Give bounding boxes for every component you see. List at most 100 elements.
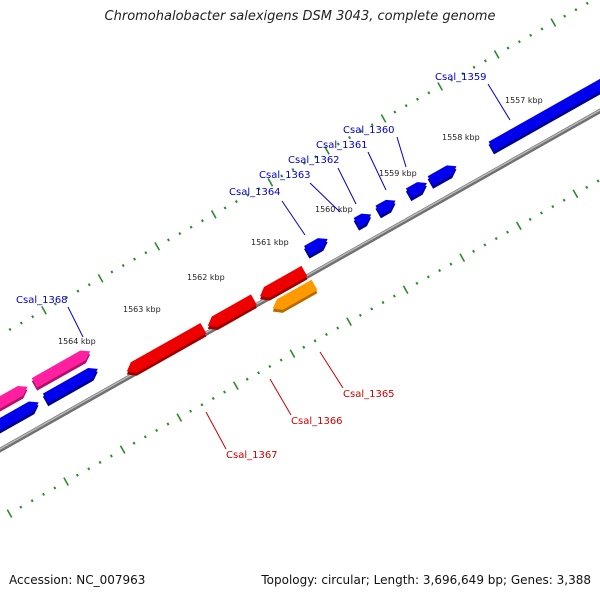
gene-forward-2[interactable]	[42, 368, 98, 407]
outer-track-major-tick	[550, 18, 557, 27]
gene-csal-1361[interactable]	[405, 182, 427, 202]
gene-label-csal-1359[interactable]: Csal_1359	[435, 72, 487, 83]
inner-track-minor-tick	[155, 428, 159, 432]
gene-label-csal-1367-leader	[205, 411, 227, 450]
gene-forward-1-body	[0, 401, 39, 431]
gene-label-csal-1368[interactable]: Csal_1368	[16, 295, 68, 306]
outer-track-minor-tick	[529, 33, 533, 37]
outer-track-minor-tick	[427, 91, 431, 95]
gene-csal-1368[interactable]	[31, 350, 91, 391]
outer-track-minor-tick	[178, 231, 182, 236]
outer-track-minor-tick	[110, 270, 114, 274]
inner-track-minor-tick	[189, 409, 193, 413]
inner-track-minor-tick	[245, 377, 249, 381]
gene-label-csal-1359-leader	[487, 83, 511, 121]
inner-track-major-tick	[402, 285, 409, 295]
gene-csal-1368-a[interactable]	[0, 385, 28, 453]
gene-label-csal-1364[interactable]: Csal_1364	[229, 187, 281, 198]
gene-csal-1364[interactable]	[304, 238, 328, 259]
gene-csal-1366-body	[207, 294, 257, 328]
gene-csal-1367-body	[126, 322, 207, 373]
gene-csal-1362[interactable]	[375, 199, 396, 219]
inner-track-minor-tick	[358, 313, 362, 317]
inner-track-minor-tick	[336, 326, 340, 330]
outer-track-minor-tick	[483, 59, 487, 63]
inner-track-major-tick	[515, 221, 522, 231]
inner-track-major-tick	[6, 509, 13, 518]
outer-track-minor-tick	[359, 129, 363, 133]
outer-tick-track	[0, 1, 589, 337]
inner-track-minor-tick	[562, 198, 566, 202]
kbp-label: 1563 kbp	[123, 305, 161, 314]
inner-track-minor-tick	[143, 435, 147, 439]
gene-red-3-body	[260, 265, 308, 298]
outer-track-minor-tick	[348, 136, 352, 140]
inner-track-major-tick	[63, 477, 70, 486]
inner-track-minor-tick	[539, 211, 543, 215]
gene-label-csal-1363[interactable]: Csal_1363	[259, 170, 311, 181]
kbp-label: 1558 kbp	[442, 133, 480, 142]
inner-track-minor-tick	[302, 345, 306, 349]
inner-track-minor-tick	[19, 505, 23, 509]
inner-track-minor-tick	[75, 473, 79, 477]
gene-csal-1367[interactable]	[126, 322, 207, 376]
gene-label-csal-1368-leader	[67, 306, 84, 338]
gene-forward-1[interactable]	[0, 401, 39, 470]
kbp-label: 1564 kbp	[58, 337, 96, 346]
outer-track-minor-tick	[291, 168, 295, 172]
outer-track-major-tick	[380, 114, 387, 123]
gene-csal-1363[interactable]	[353, 213, 372, 231]
inner-track-major-tick	[346, 317, 352, 326]
outer-track-minor-tick	[53, 302, 57, 306]
outer-track-major-tick	[154, 242, 161, 251]
inner-track-minor-tick	[528, 217, 532, 221]
gene-label-csal-1366[interactable]: Csal_1366	[291, 416, 343, 427]
gene-csal-1366[interactable]	[207, 294, 257, 331]
gene-csal-1359[interactable]	[488, 67, 600, 155]
inner-track-minor-tick	[483, 243, 487, 247]
inner-track-major-tick	[572, 189, 579, 199]
inner-track-minor-tick	[223, 390, 227, 394]
gene-label-csal-1365[interactable]: Csal_1365	[343, 389, 395, 400]
outer-track-major-tick	[493, 50, 500, 59]
inner-track-minor-tick	[449, 262, 453, 266]
gene-forward-2-body	[42, 368, 98, 404]
inner-track-minor-tick	[392, 294, 396, 298]
outer-track-minor-tick	[393, 110, 397, 114]
outer-track-major-tick	[324, 146, 330, 155]
inner-track-minor-tick	[98, 460, 102, 464]
inner-track-minor-tick	[426, 275, 430, 279]
inner-track-minor-tick	[506, 230, 510, 234]
gene-csal-1360-body	[427, 165, 457, 186]
gene-csal-1368-body	[31, 350, 91, 388]
backbone-line	[0, 108, 600, 453]
inner-track-minor-tick	[211, 396, 215, 401]
gene-csal-1364-body	[304, 238, 328, 256]
accession-text: Accession: NC_007963	[9, 573, 146, 587]
gene-label-csal-1362[interactable]: Csal_1362	[288, 155, 340, 166]
inner-track-minor-tick	[596, 179, 600, 183]
outer-track-minor-tick	[8, 327, 12, 332]
outer-track-minor-tick	[223, 206, 227, 210]
gene-label-csal-1365-leader	[319, 351, 344, 389]
gene-red-3[interactable]	[260, 265, 308, 301]
outer-track-minor-tick	[472, 65, 476, 69]
outer-track-minor-tick	[302, 161, 306, 165]
gene-csal-1361-body	[405, 182, 427, 199]
gene-label-csal-1367[interactable]: Csal_1367	[226, 450, 278, 461]
inner-track-minor-tick	[438, 268, 442, 273]
gene-label-csal-1361-leader	[367, 151, 387, 191]
inner-track-minor-tick	[370, 307, 374, 311]
gene-csal-1360[interactable]	[427, 165, 457, 189]
gene-label-csal-1360[interactable]: Csal_1360	[343, 125, 395, 136]
gene-csal-1368-a-body	[0, 385, 28, 409]
outer-track-major-tick	[97, 273, 104, 283]
outer-track-minor-tick	[461, 72, 465, 76]
outer-track-minor-tick	[563, 14, 567, 18]
outer-track-major-tick	[437, 82, 444, 91]
outer-track-minor-tick	[246, 193, 250, 197]
gene-csal-1362-body	[375, 199, 396, 216]
gene-csal-1365[interactable]	[272, 279, 318, 313]
gene-label-csal-1361[interactable]: Csal_1361	[316, 140, 368, 151]
